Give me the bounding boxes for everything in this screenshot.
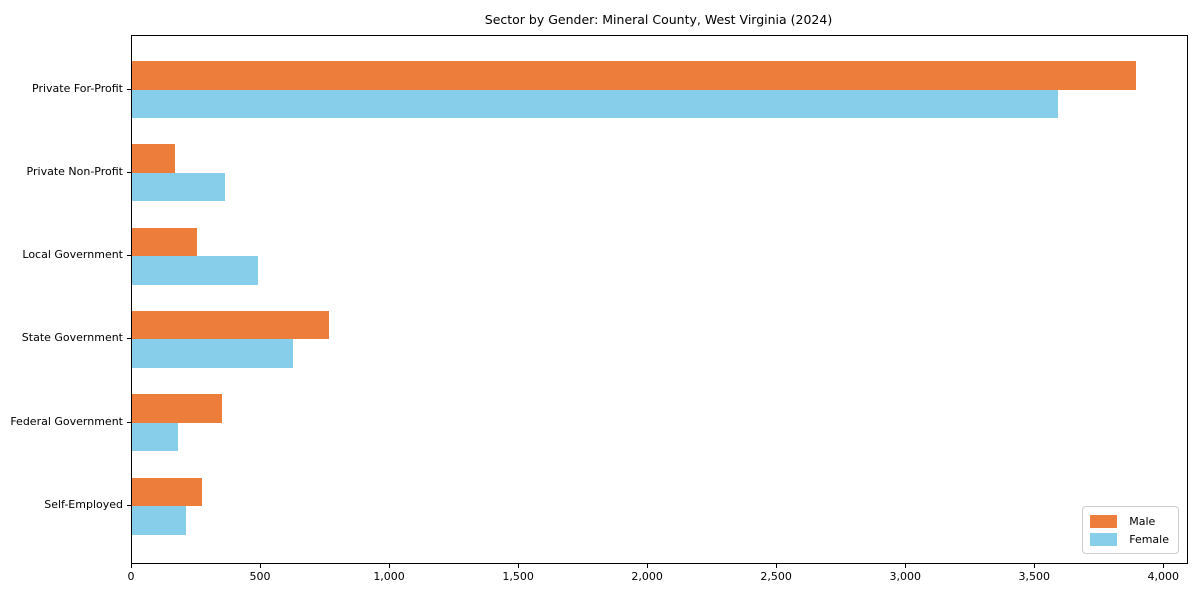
chart-title: Sector by Gender: Mineral County, West V… xyxy=(484,12,833,27)
legend-swatch-female xyxy=(1090,532,1118,546)
x-tick-label: 1,000 xyxy=(373,570,405,583)
legend-item-male: Male xyxy=(1090,512,1169,530)
x-tick-mark xyxy=(130,564,132,568)
bar-female xyxy=(132,172,225,202)
plot-area: Male Female xyxy=(131,35,1188,564)
y-tick-mark xyxy=(127,505,131,506)
x-tick-label: 3,500 xyxy=(1018,570,1051,583)
x-tick-mark xyxy=(904,564,906,568)
x-tick-mark xyxy=(1162,564,1164,568)
x-tick-label: 1,500 xyxy=(502,570,534,583)
x-tick-label: 0 xyxy=(127,570,135,583)
y-tick-mark xyxy=(127,171,131,173)
bar-male xyxy=(132,394,223,423)
x-tick-label: 500 xyxy=(249,570,271,583)
bar-female xyxy=(132,256,259,285)
bar-female xyxy=(132,339,294,368)
legend-swatch-male xyxy=(1090,514,1118,528)
y-tick-mark xyxy=(127,421,131,423)
y-tick-label: Local Government xyxy=(22,248,123,262)
y-tick-mark xyxy=(127,255,131,257)
x-tick-mark xyxy=(388,564,390,568)
y-tick-label: Private Non-Profit xyxy=(26,164,123,178)
bar-female xyxy=(132,422,179,452)
bar-male xyxy=(132,477,202,506)
y-tick-mark xyxy=(127,338,131,340)
x-tick-mark xyxy=(775,564,777,568)
y-tick-label: Private For-Profit xyxy=(32,81,123,95)
x-tick-label: 2,500 xyxy=(760,570,792,583)
x-tick-label: 2,000 xyxy=(631,570,663,583)
bar-male xyxy=(132,61,1136,90)
bar-male xyxy=(132,227,197,257)
x-tick-mark xyxy=(1033,564,1035,568)
x-tick-mark xyxy=(517,564,519,568)
bar-female xyxy=(132,506,187,535)
legend-label: Male xyxy=(1129,514,1156,528)
x-tick-label: 4,000 xyxy=(1147,570,1180,583)
y-tick-label: Self-Employed xyxy=(44,498,123,511)
bar-female xyxy=(132,89,1059,118)
legend: Male Female xyxy=(1082,506,1179,554)
bar-male xyxy=(132,310,330,340)
x-tick-label: 3,000 xyxy=(889,570,921,583)
y-tick-label: Federal Government xyxy=(10,414,123,428)
x-tick-mark xyxy=(646,564,648,568)
y-tick-label: State Government xyxy=(21,331,123,345)
x-tick-mark xyxy=(259,564,261,568)
legend-item-female: Female xyxy=(1090,530,1169,548)
y-tick-mark xyxy=(127,88,131,90)
bar-male xyxy=(132,144,175,173)
legend-label: Female xyxy=(1129,532,1169,546)
